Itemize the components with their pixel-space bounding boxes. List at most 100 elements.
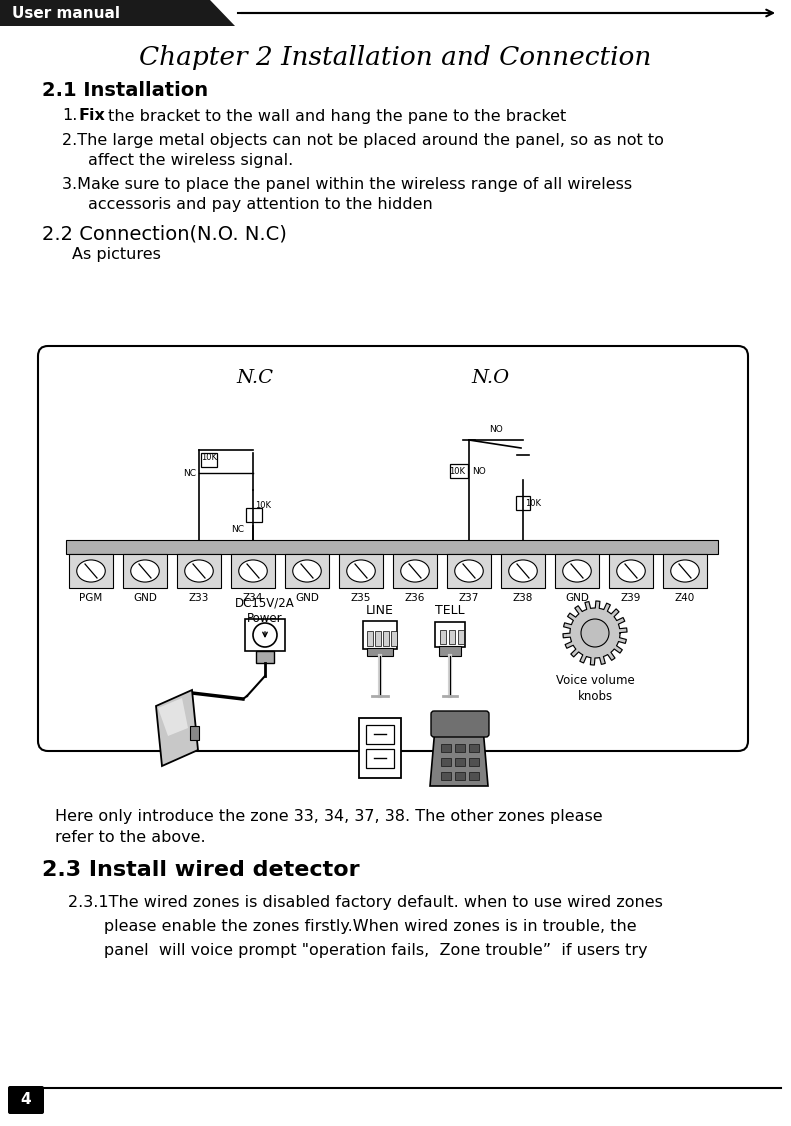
Text: Fix: Fix (78, 108, 105, 124)
Ellipse shape (346, 560, 375, 582)
Bar (201, 453, 217, 467)
Text: GND: GND (133, 593, 157, 604)
Bar (190, 726, 199, 740)
Text: 10K: 10K (449, 466, 465, 475)
Bar (455, 772, 465, 780)
Ellipse shape (239, 560, 267, 582)
Ellipse shape (562, 560, 591, 582)
Text: Z35: Z35 (351, 593, 371, 604)
Bar (339, 554, 383, 588)
Text: GND: GND (295, 593, 319, 604)
Bar (66, 540, 718, 554)
Text: Chapter 2 Installation and Connection: Chapter 2 Installation and Connection (138, 45, 651, 71)
Bar (366, 749, 394, 768)
Bar (231, 554, 275, 588)
Bar (469, 744, 479, 752)
FancyBboxPatch shape (8, 1085, 44, 1114)
Bar (69, 554, 113, 588)
Text: Z33: Z33 (189, 593, 209, 604)
Text: LINE: LINE (366, 605, 394, 617)
Ellipse shape (401, 560, 430, 582)
Bar (391, 631, 397, 646)
Ellipse shape (455, 560, 483, 582)
Bar (469, 758, 479, 766)
Text: NO: NO (489, 426, 503, 435)
Bar (435, 622, 465, 647)
Text: Z36: Z36 (405, 593, 426, 604)
Ellipse shape (671, 560, 699, 582)
Bar (609, 554, 653, 588)
Polygon shape (156, 690, 198, 766)
Text: As pictures: As pictures (72, 247, 161, 261)
Bar (375, 631, 381, 646)
Text: Voice volume
knobs: Voice volume knobs (555, 674, 634, 703)
Text: please enable the zones firstly.When wired zones is in trouble, the: please enable the zones firstly.When wir… (68, 919, 637, 933)
Text: 2.1 Installation: 2.1 Installation (42, 81, 208, 100)
Bar (123, 554, 167, 588)
Bar (246, 508, 262, 522)
Ellipse shape (131, 560, 159, 582)
Bar (363, 622, 397, 649)
Text: 1.: 1. (62, 108, 78, 124)
Ellipse shape (185, 560, 214, 582)
Text: 2.2 Connection(N.O. N.C): 2.2 Connection(N.O. N.C) (42, 224, 287, 243)
Text: refer to the above.: refer to the above. (55, 831, 206, 846)
Text: TELL: TELL (435, 605, 465, 617)
Polygon shape (158, 698, 188, 736)
Text: Here only introduce the zone 33, 34, 37, 38. The other zones please: Here only introduce the zone 33, 34, 37,… (55, 808, 603, 823)
Text: affect the wireless signal.: affect the wireless signal. (88, 153, 293, 169)
Text: 2.The large metal objects can not be placed around the panel, so as not to: 2.The large metal objects can not be pla… (62, 133, 664, 148)
Text: 4: 4 (21, 1092, 32, 1108)
Text: Z34: Z34 (243, 593, 263, 604)
Bar (516, 495, 530, 510)
Bar (245, 619, 285, 651)
Text: NC: NC (231, 526, 244, 535)
Bar (439, 646, 461, 656)
Text: 2.3.1The wired zones is disabled factory default. when to use wired zones: 2.3.1The wired zones is disabled factory… (68, 894, 663, 910)
Polygon shape (0, 0, 235, 26)
Text: Z37: Z37 (459, 593, 479, 604)
Text: GND: GND (565, 593, 589, 604)
Text: 3.Make sure to place the panel within the wireless range of all wireless: 3.Make sure to place the panel within th… (62, 177, 632, 191)
Text: the bracket to the wall and hang the pane to the bracket: the bracket to the wall and hang the pan… (103, 108, 566, 124)
Bar (359, 718, 401, 778)
Bar (441, 744, 451, 752)
Bar (256, 651, 274, 663)
FancyBboxPatch shape (431, 711, 489, 738)
Text: DC15V/2A
Power: DC15V/2A Power (235, 597, 295, 626)
Bar (455, 758, 465, 766)
Bar (469, 772, 479, 780)
Bar (393, 554, 437, 588)
Text: Z38: Z38 (513, 593, 533, 604)
Text: N.O: N.O (471, 369, 509, 387)
Text: Z39: Z39 (621, 593, 642, 604)
Bar (441, 758, 451, 766)
Polygon shape (430, 716, 488, 786)
Bar (383, 631, 389, 646)
Ellipse shape (509, 560, 537, 582)
FancyBboxPatch shape (38, 346, 748, 751)
Text: 10K: 10K (201, 454, 217, 463)
Circle shape (581, 619, 609, 647)
Bar (367, 631, 373, 646)
Bar (440, 631, 446, 644)
Bar (663, 554, 707, 588)
Bar (441, 772, 451, 780)
Text: NC: NC (183, 468, 196, 477)
Text: panel  will voice prompt "operation fails,  Zone trouble”  if users try: panel will voice prompt "operation fails… (68, 942, 648, 957)
Bar (455, 744, 465, 752)
Text: User manual: User manual (12, 6, 120, 20)
Bar (555, 554, 599, 588)
Text: accessoris and pay attention to the hidden: accessoris and pay attention to the hidd… (88, 197, 433, 213)
Bar (367, 647, 393, 656)
Text: N.C: N.C (237, 369, 274, 387)
Text: 10K: 10K (255, 500, 271, 509)
Bar (449, 631, 455, 644)
Text: NO: NO (472, 466, 486, 475)
Bar (177, 554, 221, 588)
Ellipse shape (293, 560, 321, 582)
Text: Z40: Z40 (675, 593, 695, 604)
Ellipse shape (77, 560, 105, 582)
Text: 2.3 Install wired detector: 2.3 Install wired detector (42, 860, 360, 881)
Bar (366, 725, 394, 744)
